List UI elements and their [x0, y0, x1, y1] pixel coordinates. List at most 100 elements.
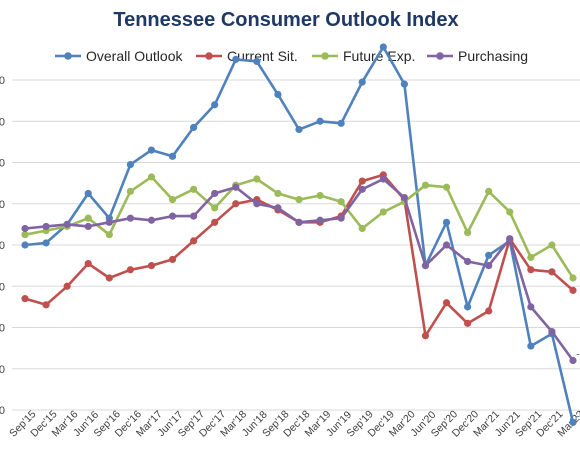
data-point-future-exp: [84, 214, 92, 222]
data-point-purchasing: [63, 220, 71, 228]
data-point-purchasing: [548, 328, 556, 336]
series-end-labels: -1 -1: [576, 349, 580, 423]
y-axis-tick-labels: -40 -30 -20 -10 0 10 20 30 40: [0, 75, 5, 417]
data-point-purchasing: [421, 262, 430, 270]
legend-item-overall-outlook: Overall Outlook: [55, 48, 183, 64]
data-point-future-exp: [569, 274, 577, 282]
data-point-future-exp: [190, 185, 198, 193]
data-point-purchasing: [485, 262, 493, 270]
data-point-purchasing: [337, 214, 345, 222]
data-point-future-exp: [337, 198, 345, 206]
data-point-future-exp: [506, 208, 514, 216]
data-point-current-sit: [527, 266, 535, 274]
data-point-future-exp: [464, 229, 472, 237]
legend-swatch-marker: [64, 52, 72, 60]
data-point-current-sit: [232, 200, 240, 208]
data-point-current-sit: [42, 301, 50, 309]
data-point-future-exp: [147, 173, 156, 181]
data-point-future-exp: [548, 241, 556, 249]
data-point-overall-outlook: [126, 160, 134, 169]
data-point-future-exp: [442, 183, 451, 191]
data-point-current-sit: [421, 332, 430, 340]
data-point-current-sit: [147, 262, 156, 270]
end-data-label: -1: [576, 410, 580, 422]
data-point-future-exp: [358, 224, 366, 233]
data-point-current-sit: [190, 237, 198, 245]
data-point-current-sit: [464, 319, 472, 327]
data-point-overall-outlook: [168, 152, 177, 160]
data-point-current-sit: [358, 177, 366, 185]
data-point-current-sit: [485, 307, 493, 315]
y-tick-label: 20: [0, 158, 5, 170]
data-point-purchasing: [274, 204, 282, 212]
data-point-future-exp: [379, 208, 387, 216]
data-point-purchasing: [464, 257, 472, 266]
data-point-overall-outlook: [358, 78, 366, 86]
data-point-overall-outlook: [316, 117, 324, 125]
data-point-current-sit: [569, 286, 577, 294]
y-tick-label: -10: [0, 281, 5, 293]
data-point-overall-outlook: [190, 123, 198, 132]
data-point-purchasing: [211, 189, 219, 198]
y-tick-label: -30: [0, 364, 5, 376]
data-point-overall-outlook: [569, 418, 577, 426]
data-point-current-sit: [211, 218, 219, 226]
data-point-future-exp: [126, 187, 134, 195]
data-point-purchasing: [506, 235, 514, 243]
data-point-purchasing: [168, 212, 177, 220]
data-point-future-exp: [105, 231, 113, 239]
chart-legend: Overall Outlook Current Sit. Future Exp. Pu…: [55, 48, 528, 64]
x-axis-tick-labels: Sep'15Dec'15Mar'16Jun'16Sep'16Dec'16Mar'…: [7, 408, 580, 439]
data-point-current-sit: [105, 274, 113, 282]
legend-item-purchasing: Purchasing: [427, 48, 528, 64]
data-point-overall-outlook: [400, 80, 408, 88]
data-point-purchasing: [442, 241, 451, 249]
data-point-purchasing: [232, 183, 240, 191]
y-tick-label: -20: [0, 323, 5, 335]
data-point-purchasing: [253, 200, 261, 208]
data-point-overall-outlook: [464, 303, 472, 311]
data-point-current-sit: [21, 295, 29, 303]
data-point-purchasing: [527, 303, 535, 311]
y-tick-label: 30: [0, 116, 5, 128]
data-point-purchasing: [190, 212, 198, 220]
data-point-overall-outlook: [42, 239, 50, 247]
data-point-future-exp: [295, 196, 303, 204]
data-point-current-sit: [63, 282, 71, 290]
legend-label: Purchasing: [458, 48, 528, 64]
data-point-overall-outlook: [379, 43, 387, 51]
data-point-current-sit: [548, 268, 556, 276]
series-line-purchasing: [24, 177, 575, 362]
data-point-future-exp: [211, 204, 219, 212]
data-point-future-exp: [485, 187, 493, 195]
y-tick-label: 40: [0, 75, 5, 87]
data-point-current-sit: [168, 255, 177, 264]
data-point-purchasing: [400, 193, 408, 202]
data-point-current-sit: [442, 299, 451, 307]
data-point-purchasing: [42, 222, 50, 231]
chart-series: [21, 43, 577, 426]
end-data-label: -1: [576, 349, 580, 361]
data-point-future-exp: [274, 189, 282, 198]
y-tick-label: 10: [0, 199, 5, 211]
data-point-overall-outlook: [442, 218, 451, 226]
data-point-purchasing: [379, 175, 387, 183]
legend-swatch-marker: [436, 52, 444, 60]
data-point-overall-outlook: [337, 119, 345, 127]
legend-swatch-marker: [321, 52, 329, 60]
data-point-purchasing: [126, 214, 134, 222]
data-point-overall-outlook: [485, 251, 493, 259]
data-point-future-exp: [253, 175, 261, 183]
chart-gridlines: [12, 79, 580, 411]
legend-label: Overall Outlook: [86, 48, 183, 64]
data-point-purchasing: [295, 218, 303, 226]
data-point-overall-outlook: [253, 57, 261, 66]
data-point-purchasing: [105, 218, 113, 226]
data-point-future-exp: [21, 231, 29, 239]
data-point-future-exp: [316, 191, 324, 200]
data-point-current-sit: [126, 266, 134, 274]
series-purchasing: [21, 175, 577, 365]
data-point-current-sit: [84, 259, 92, 268]
data-point-overall-outlook: [84, 189, 92, 198]
